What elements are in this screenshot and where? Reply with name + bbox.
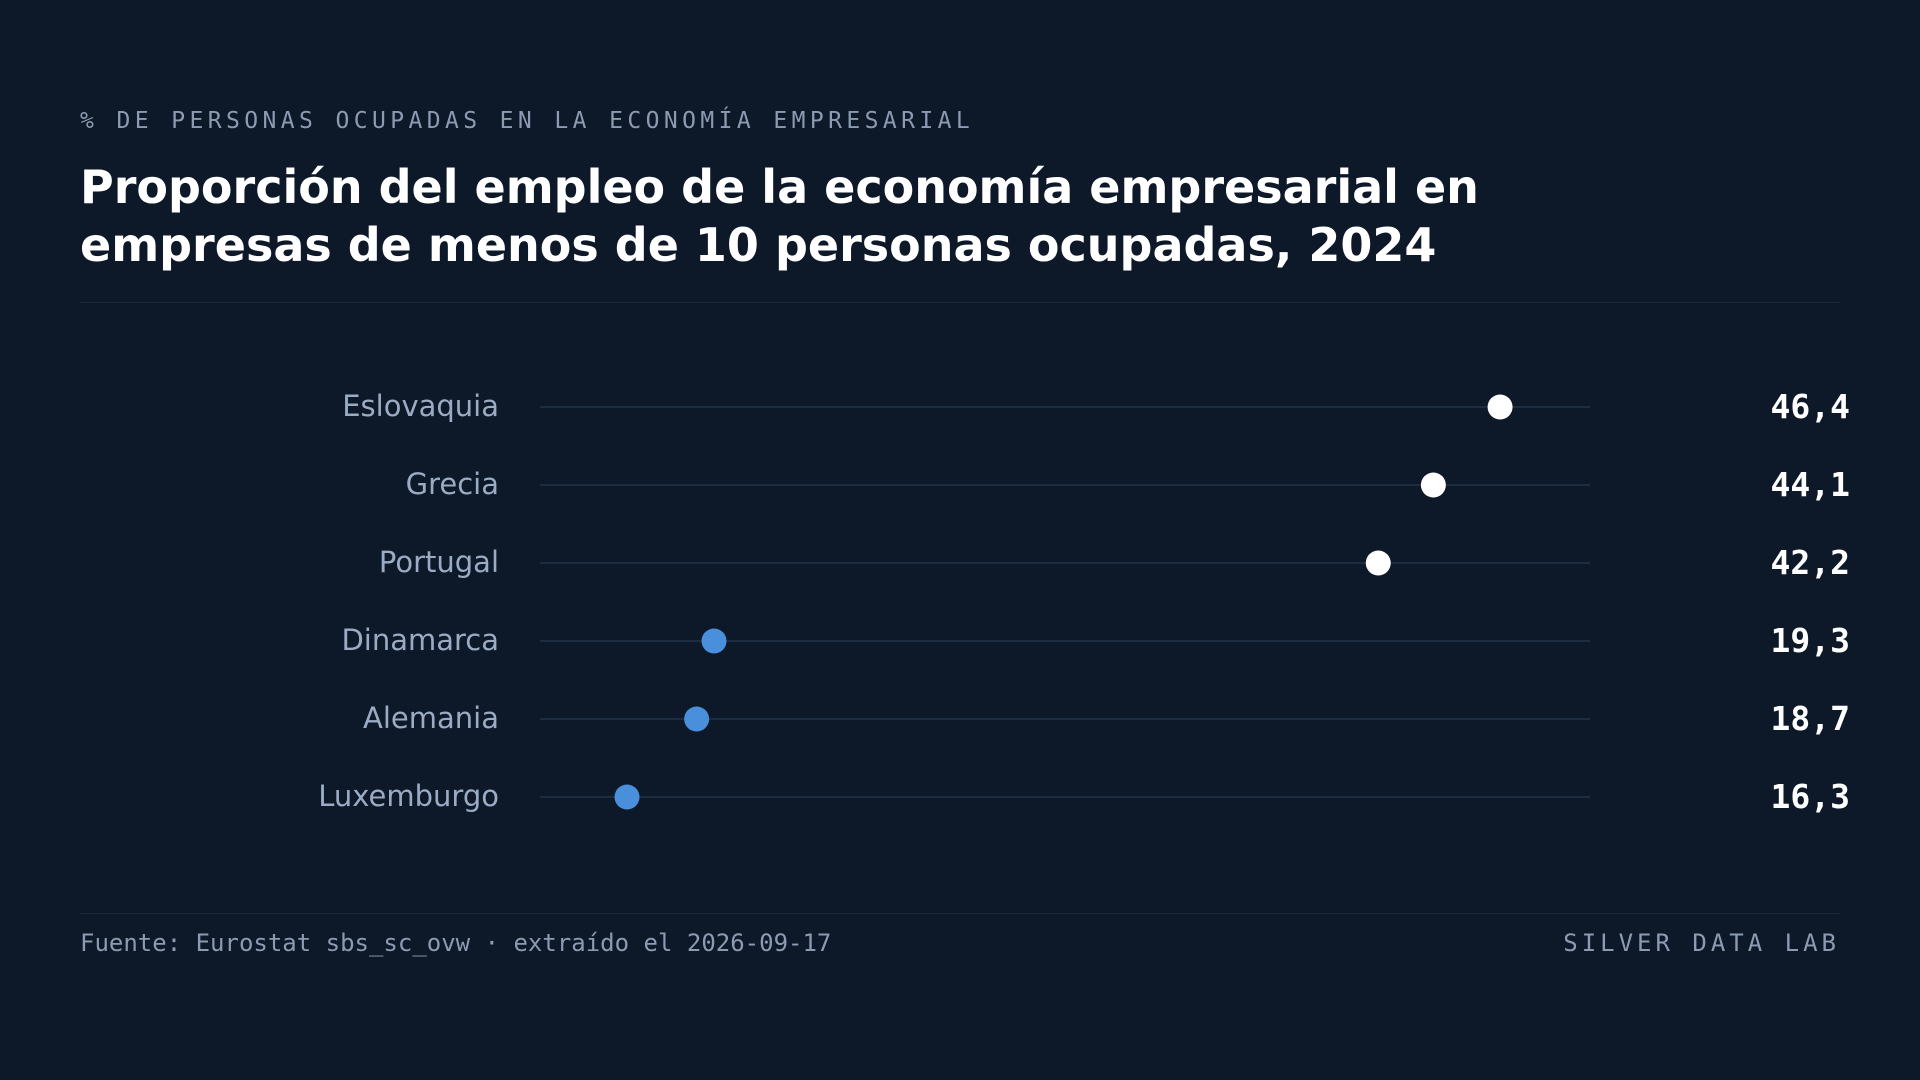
value-label: 44,1 <box>1771 465 1850 504</box>
category-label: Dinamarca <box>341 623 499 657</box>
brand-label: SILVER DATA LAB <box>1563 929 1840 957</box>
chart-eyebrow: % DE PERSONAS OCUPADAS EN LA ECONOMÍA EM… <box>80 108 975 134</box>
data-point <box>1420 472 1446 498</box>
data-point <box>1365 550 1391 576</box>
data-point <box>684 706 710 732</box>
footer-divider <box>80 913 1840 914</box>
header-divider <box>80 302 1840 303</box>
data-point <box>614 784 640 810</box>
category-label: Alemania <box>363 701 499 735</box>
category-label: Eslovaquia <box>342 389 499 423</box>
value-label: 42,2 <box>1771 543 1850 582</box>
value-label: 16,3 <box>1771 777 1850 816</box>
category-label: Luxemburgo <box>318 779 499 813</box>
value-label: 19,3 <box>1771 621 1850 660</box>
value-label: 18,7 <box>1771 699 1850 738</box>
data-point <box>1487 394 1513 420</box>
category-label: Portugal <box>379 545 499 579</box>
chart-title: Proporción del empleo de la economía emp… <box>80 160 1479 272</box>
value-label: 46,4 <box>1771 387 1850 426</box>
category-label: Grecia <box>406 467 499 501</box>
source-note: Fuente: Eurostat sbs_sc_ovw · extraído e… <box>80 929 832 957</box>
data-point <box>701 628 727 654</box>
